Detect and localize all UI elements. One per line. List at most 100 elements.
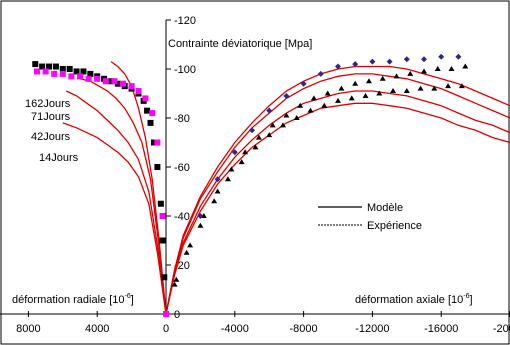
exp-point-triangle <box>279 122 286 128</box>
exp-point-diamond <box>386 58 393 65</box>
experiment-points-group <box>32 53 469 317</box>
model-curve-axial <box>165 102 510 315</box>
axes-group: 800040000-4000-8000-12000-16000-200000-2… <box>0 15 510 335</box>
exp-point-diamond <box>249 127 255 134</box>
exp-point-triangle <box>417 85 424 91</box>
exp-point-triangle <box>448 66 455 71</box>
y-tick-label: -80 <box>174 113 190 125</box>
exp-point-square-black <box>157 200 164 207</box>
exp-point-square-black <box>161 274 168 281</box>
legend-model-label: Modèle <box>367 202 403 214</box>
model-curve-axial <box>165 65 510 315</box>
y-tick-label: -100 <box>174 64 196 76</box>
exp-point-triangle <box>348 95 355 101</box>
exp-point-triangle <box>462 63 469 69</box>
model-curve-radial <box>65 90 167 315</box>
exp-point-triangle <box>283 112 290 118</box>
exp-point-diamond <box>266 107 273 114</box>
exp-point-square-magenta <box>128 83 135 90</box>
exp-point-square-magenta <box>120 80 126 87</box>
x-tick-label: -16000 <box>424 323 458 335</box>
exp-point-diamond <box>403 56 410 63</box>
exp-point-square-magenta <box>111 78 118 85</box>
exp-point-square-magenta <box>142 95 149 102</box>
exp-point-square-black <box>107 78 114 85</box>
exp-point-diamond <box>369 58 376 65</box>
exp-point-triangle <box>379 75 386 81</box>
exp-point-triangle <box>269 122 276 128</box>
exp-point-diamond <box>421 56 427 63</box>
exp-point-diamond <box>283 92 290 99</box>
exp-point-triangle <box>431 85 438 91</box>
exp-point-square-magenta <box>85 75 92 82</box>
exp-point-triangle <box>376 90 383 96</box>
exp-point-square-black <box>73 68 80 75</box>
exp-point-square-magenta <box>154 139 161 146</box>
exp-point-triangle <box>171 281 178 287</box>
y-tick-label: -40 <box>174 211 190 223</box>
x-tick-label: -8000 <box>290 323 318 335</box>
exp-point-diamond <box>214 176 221 183</box>
curve-label-14: 14Jours <box>39 152 79 164</box>
exp-point-triangle <box>324 90 331 96</box>
exp-point-square-magenta <box>163 311 169 317</box>
exp-point-triangle <box>458 83 465 89</box>
model-curve-radial <box>79 78 167 315</box>
exp-point-triangle <box>197 222 204 228</box>
y-tick-label: -60 <box>174 162 190 174</box>
exp-point-diamond <box>335 63 341 70</box>
exp-point-square-magenta <box>159 213 166 219</box>
exp-point-triangle <box>242 149 249 155</box>
chart-title: Contrainte déviatorique [Mpa] <box>168 38 312 50</box>
exp-point-triangle <box>434 66 441 71</box>
exp-point-triangle <box>214 188 221 194</box>
exp-point-square-magenta <box>68 73 75 80</box>
exp-point-square-magenta <box>42 68 49 75</box>
exp-point-diamond <box>197 213 204 219</box>
exp-point-square-black <box>87 70 94 77</box>
x-axis-label-left: déformation radiale [10-6] <box>12 293 134 306</box>
exp-point-diamond <box>352 61 359 68</box>
exp-point-square-black <box>59 66 66 72</box>
exp-point-triangle <box>183 249 190 255</box>
exp-point-triangle <box>338 85 345 91</box>
exp-point-diamond <box>455 53 462 60</box>
exp-point-square-black <box>80 68 87 75</box>
model-curves-group <box>62 61 510 315</box>
exp-point-square-black <box>46 63 53 70</box>
exp-point-triangle <box>365 78 372 84</box>
exp-point-triangle <box>393 73 400 79</box>
exp-point-diamond <box>317 70 324 77</box>
exp-point-triangle <box>173 276 180 282</box>
x-tick-label: -12000 <box>355 323 389 335</box>
exp-point-square-black <box>159 237 166 244</box>
exp-point-square-black <box>144 107 151 114</box>
exp-point-square-magenta <box>51 70 58 77</box>
exp-point-triangle <box>362 92 369 98</box>
exp-point-square-black <box>150 139 157 146</box>
exp-point-square-magenta <box>102 78 109 85</box>
curve-label-162: 162Jours <box>25 98 71 110</box>
exp-point-triangle <box>321 102 328 108</box>
x-tick-label: 8000 <box>16 323 40 335</box>
exp-point-square-black <box>39 63 46 70</box>
exp-point-square-magenta <box>94 75 101 82</box>
exp-point-square-black <box>66 66 73 72</box>
y-tick-label: -120 <box>174 15 196 27</box>
exp-point-square-black <box>32 61 39 68</box>
exp-point-square-black <box>114 80 121 87</box>
exp-point-square-magenta <box>135 88 142 95</box>
exp-point-triangle <box>307 107 314 113</box>
exp-point-triangle <box>266 132 273 138</box>
exp-point-triangle <box>421 68 427 74</box>
exp-point-square-black <box>154 164 161 170</box>
exp-point-triangle <box>390 88 397 94</box>
exp-point-triangle <box>211 198 218 204</box>
legend-experiment-label: Expérience <box>367 220 422 232</box>
exp-point-triangle <box>293 115 300 120</box>
exp-point-triangle <box>238 159 245 165</box>
exp-point-square-magenta <box>34 68 40 75</box>
y-tick-label: 0 <box>174 309 180 321</box>
